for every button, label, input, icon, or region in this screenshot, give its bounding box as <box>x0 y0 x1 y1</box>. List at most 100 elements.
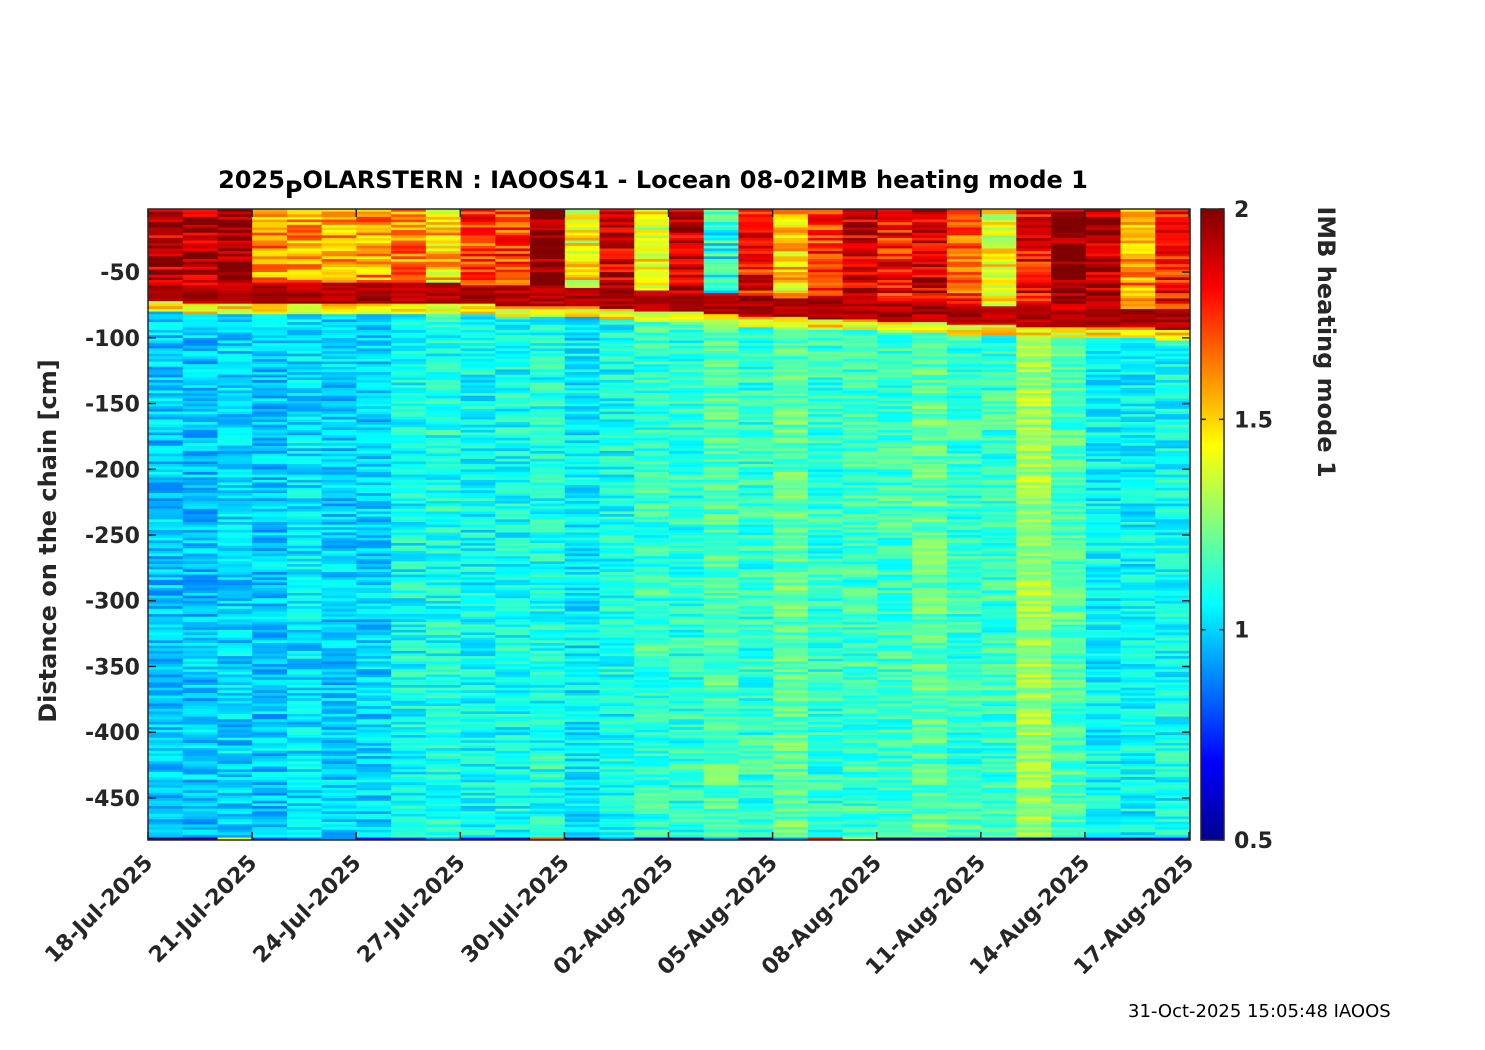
heatmap-cell <box>217 798 253 802</box>
heatmap-cell <box>321 640 357 644</box>
heatmap-cell <box>703 624 740 628</box>
heatmap-cell <box>807 351 844 355</box>
heatmap-cell <box>460 721 496 725</box>
heatmap-cell <box>599 493 635 497</box>
heatmap-cell <box>738 274 774 278</box>
heatmap-cell <box>495 748 531 752</box>
heatmap-cell <box>738 474 774 478</box>
heatmap-cell <box>182 819 219 823</box>
heatmap-cell <box>495 587 531 591</box>
heatmap-cell <box>391 306 427 310</box>
heatmap-cell <box>391 769 427 773</box>
heatmap-cell <box>669 790 705 794</box>
heatmap-cell <box>252 327 288 331</box>
heatmap-cell <box>634 516 670 520</box>
heatmap-cell <box>564 658 601 662</box>
heatmap-cell <box>148 556 184 560</box>
heatmap-cell <box>356 258 392 262</box>
heatmap-cell <box>252 366 288 370</box>
heatmap-cell <box>807 227 844 231</box>
heatmap-cell <box>669 766 705 770</box>
heatmap-cell <box>148 645 184 649</box>
heatmap-cell <box>321 366 357 370</box>
heatmap-cell <box>252 503 288 507</box>
heatmap-cell <box>217 295 253 299</box>
heatmap-cell <box>634 474 670 478</box>
heatmap-cell <box>842 606 878 610</box>
heatmap-cell <box>807 469 844 473</box>
heatmap-cell <box>773 214 809 218</box>
heatmap-cell <box>356 674 392 678</box>
heatmap-cell <box>807 674 844 678</box>
heatmap-cell <box>321 500 357 504</box>
heatmap-cell <box>217 243 253 247</box>
heatmap-cell <box>286 337 323 341</box>
heatmap-cell <box>599 834 635 838</box>
heatmap-cell <box>669 716 705 720</box>
heatmap-cell <box>773 493 809 497</box>
heatmap-cell <box>599 677 635 681</box>
heatmap-cell <box>599 248 635 252</box>
heatmap-cell <box>773 729 809 733</box>
heatmap-cell <box>703 561 740 565</box>
heatmap-cell <box>599 521 635 525</box>
heatmap-cell <box>356 393 392 397</box>
heatmap-cell <box>321 337 357 341</box>
heatmap-cell <box>773 256 809 260</box>
heatmap-cell <box>217 264 253 268</box>
heatmap-cell <box>842 708 878 712</box>
heatmap-cell <box>703 408 740 412</box>
heatmap-cell <box>495 458 531 462</box>
heatmap-cell <box>703 798 740 802</box>
heatmap-cell <box>391 806 427 810</box>
heatmap-cell <box>391 319 427 323</box>
heatmap-cell <box>530 461 566 465</box>
heatmap-cell <box>634 335 670 339</box>
heatmap-cell <box>738 461 774 465</box>
heatmap-cell <box>252 698 288 702</box>
heatmap-cell <box>773 374 809 378</box>
heatmap-cell <box>738 443 774 447</box>
heatmap-cell <box>182 506 219 510</box>
heatmap-cell <box>356 603 392 607</box>
heatmap-cell <box>773 414 809 418</box>
heatmap-cell <box>252 816 288 820</box>
heatmap-cell <box>356 408 392 412</box>
heatmap-cell <box>530 219 566 223</box>
heatmap-cell <box>460 498 496 502</box>
heatmap-cell <box>807 479 844 483</box>
heatmap-cell <box>807 353 844 357</box>
heatmap-cell <box>495 311 531 315</box>
heatmap-cell <box>252 427 288 431</box>
heatmap-cell <box>495 703 531 707</box>
heatmap-cell <box>321 574 357 578</box>
heatmap-cell <box>460 611 496 615</box>
heatmap-cell <box>182 314 219 318</box>
heatmap-cell <box>703 763 740 767</box>
heatmap-cell <box>773 303 809 307</box>
heatmap-cell <box>356 372 392 376</box>
heatmap-cell <box>530 550 566 554</box>
heatmap-cell <box>425 340 462 344</box>
heatmap-cell <box>738 748 774 752</box>
heatmap-cell <box>738 790 774 794</box>
heatmap-cell <box>182 508 219 512</box>
heatmap-cell <box>425 756 462 760</box>
heatmap-cell <box>391 479 427 483</box>
heatmap-cell <box>217 411 253 415</box>
heatmap-cell <box>460 682 496 686</box>
heatmap-cell <box>495 511 531 515</box>
heatmap-cell <box>599 635 635 639</box>
heatmap-cell <box>669 282 705 286</box>
heatmap-cell <box>217 566 253 570</box>
heatmap-cell <box>252 353 288 357</box>
heatmap-cell <box>530 837 566 841</box>
heatmap-cell <box>738 524 774 528</box>
heatmap-cell <box>252 385 288 389</box>
heatmap-cell <box>807 811 844 815</box>
heatmap-cell <box>599 395 635 399</box>
heatmap-cell <box>148 742 184 746</box>
heatmap-cell <box>773 485 809 489</box>
heatmap-cell <box>703 621 740 625</box>
heatmap-cell <box>148 240 184 244</box>
